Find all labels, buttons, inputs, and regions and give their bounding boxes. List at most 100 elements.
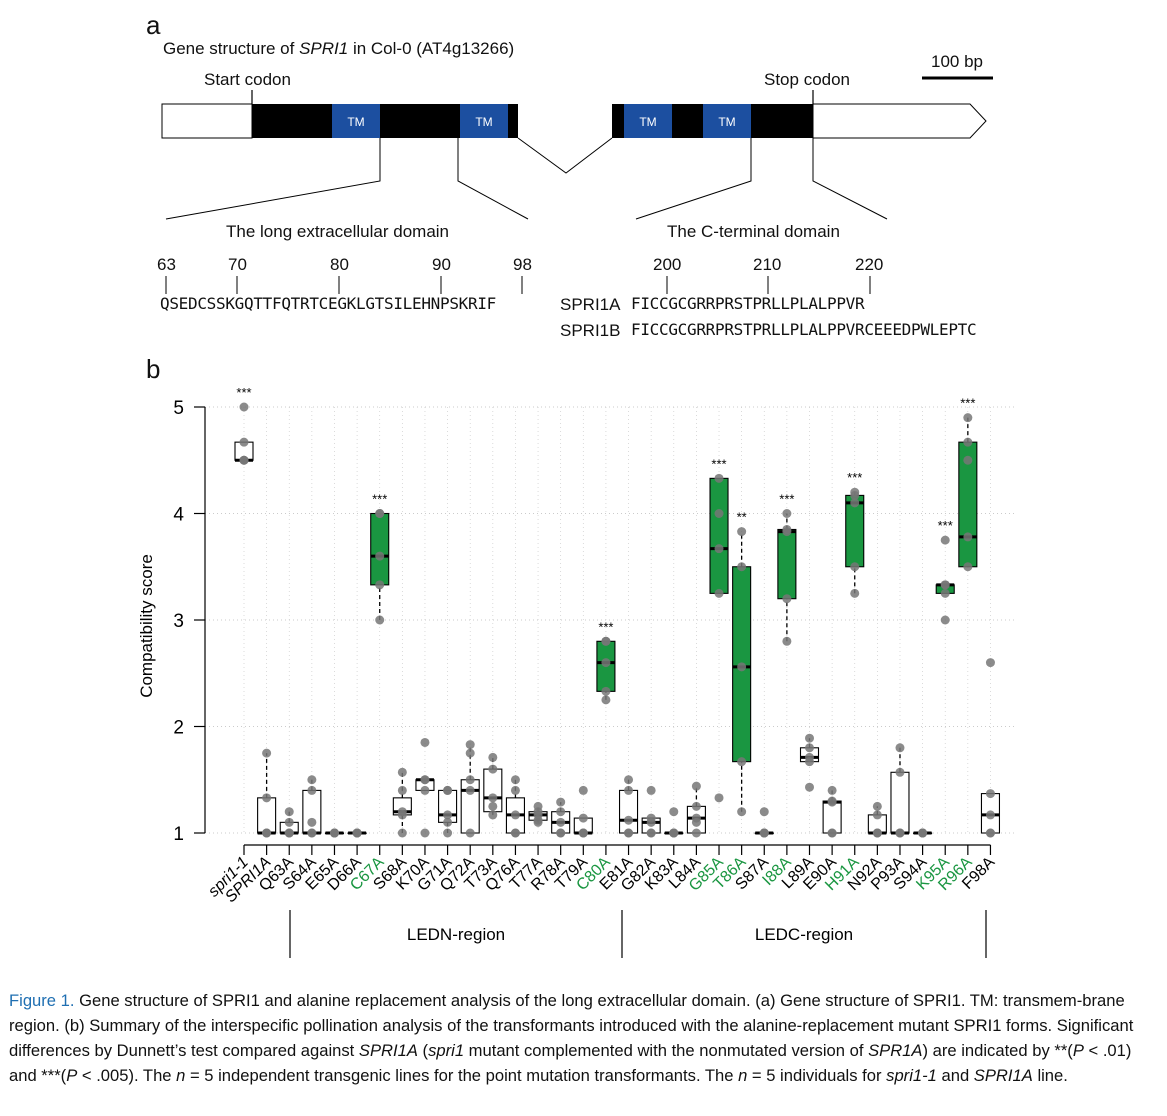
box-l84a: [686, 781, 706, 838]
data-point: [963, 532, 973, 542]
data-point: [556, 797, 566, 807]
box-e81a: [618, 775, 639, 838]
data-point: [307, 775, 317, 785]
data-point: [601, 658, 611, 668]
data-point: [669, 807, 679, 817]
significance-label: ***: [711, 456, 726, 471]
data-point: [262, 828, 272, 838]
data-point: [465, 828, 475, 838]
data-point: [443, 810, 453, 820]
data-point: [601, 695, 611, 705]
box-i88a: ***: [777, 492, 797, 646]
y-tick-label: 2: [173, 718, 184, 739]
y-tick-label: 4: [173, 505, 184, 526]
caption-italic: spri1-1: [886, 1066, 937, 1085]
caption-text: (: [417, 1041, 429, 1060]
caption-text: = 5 individuals for: [747, 1066, 887, 1085]
data-point: [262, 793, 272, 803]
data-point: [691, 813, 701, 823]
data-point: [443, 785, 453, 795]
data-point: [510, 828, 520, 838]
data-point: [375, 615, 385, 625]
y-tick-label: 5: [173, 398, 184, 419]
data-point: [239, 455, 249, 465]
data-point: [759, 807, 769, 817]
data-point: [443, 828, 453, 838]
data-point: [646, 828, 656, 838]
data-point: [578, 813, 588, 823]
data-point: [556, 828, 566, 838]
data-point: [420, 737, 430, 747]
title-suffix: in Col-0 (AT4g13266): [348, 39, 515, 58]
box-c67a: ***: [370, 492, 390, 625]
data-point: [624, 785, 634, 795]
data-point: [895, 743, 905, 753]
significance-label: ***: [236, 385, 251, 400]
box-g71a: [438, 785, 458, 838]
data-point: [850, 498, 860, 508]
data-point: [488, 752, 498, 762]
data-point: [397, 828, 407, 838]
caption-italic: P: [66, 1066, 78, 1085]
box-k83a: [664, 807, 684, 838]
data-point: [737, 527, 747, 537]
caption-italic: spri1: [428, 1041, 465, 1060]
box-s64a: [302, 775, 322, 838]
caption-italic: n: [176, 1066, 186, 1085]
zoom-line-left-2: [457, 138, 529, 220]
data-point: [850, 487, 860, 497]
data-point: [737, 662, 747, 672]
box-e90a: [822, 785, 842, 838]
caption-figure-label: Figure 1.: [9, 991, 75, 1010]
seq-b-name: SPRI1B: [560, 321, 621, 340]
boxes: **************************: [234, 385, 1001, 838]
data-point: [850, 588, 860, 598]
data-point: [872, 828, 882, 838]
box-body: [890, 771, 910, 834]
long-domain-sequence: QSEDCSSKGQTTFQTRTCEGKLGTSILEHNPSKRIF: [160, 294, 496, 313]
box-body: [618, 789, 639, 834]
data-point: [985, 810, 995, 820]
seq-a-name: SPRI1A: [560, 295, 621, 314]
significance-label: ***: [598, 619, 613, 634]
data-point: [556, 817, 566, 827]
data-point: [714, 544, 724, 554]
title-prefix: Gene structure of: [163, 39, 300, 58]
data-point: [465, 740, 475, 750]
data-point: [940, 615, 950, 625]
data-point: [782, 636, 792, 646]
caption-text: = 5 independent transgenic lines for the…: [185, 1066, 739, 1085]
caption-text: Gene structure of SPRI1 and alanine repl…: [9, 991, 1134, 1060]
data-point: [624, 775, 634, 785]
significance-label: ***: [960, 396, 975, 411]
panel-a-letter: a: [146, 10, 161, 40]
data-point: [691, 801, 701, 811]
data-point: [510, 775, 520, 785]
box-spri1-1: ***: [234, 385, 254, 465]
data-point: [239, 437, 249, 447]
box-body: [777, 528, 797, 600]
data-point: [465, 785, 475, 795]
caption-text: < .01) and ***(: [9, 1041, 1132, 1085]
data-point: [872, 801, 882, 811]
data-point: [284, 807, 294, 817]
caption-italic: P: [1072, 1041, 1084, 1060]
y-axis-label: Compatibility score: [137, 554, 156, 698]
utr-3-arrow: [812, 103, 987, 139]
data-point: [895, 767, 905, 777]
data-point: [578, 828, 588, 838]
caption-italic: SPR1A: [868, 1041, 923, 1060]
data-point: [985, 658, 995, 668]
data-point: [307, 817, 317, 827]
box-r96a: ***: [958, 396, 978, 572]
box-d66a: [347, 828, 367, 838]
box-r78a: [551, 797, 571, 838]
data-point: [375, 551, 385, 561]
zoom-line-right-1: [635, 138, 752, 220]
tm-label-2: TM: [475, 115, 492, 129]
data-point: [397, 785, 407, 795]
significance-label: ***: [372, 492, 387, 507]
data-point: [782, 509, 792, 518]
data-point: [443, 817, 453, 827]
data-point: [601, 686, 611, 696]
